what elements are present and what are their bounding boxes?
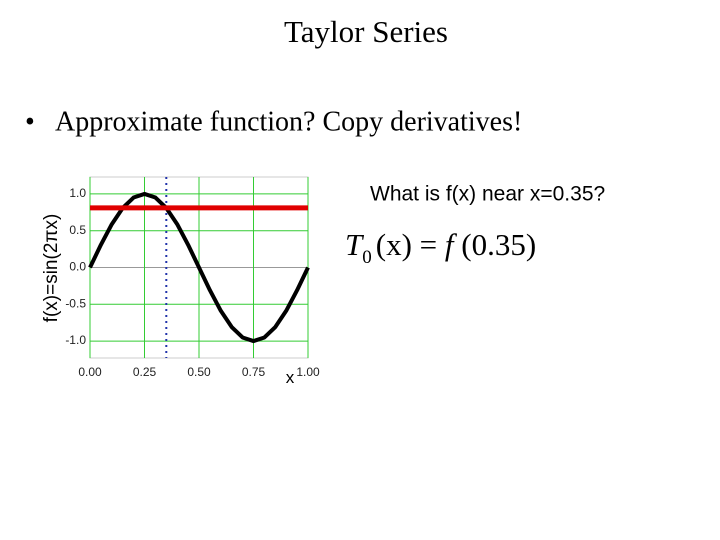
x-axis-label: x (286, 368, 295, 387)
formula-t: T (345, 227, 365, 262)
formula-rhs: (0.35) (454, 227, 537, 262)
line (88, 191, 310, 344)
y-axis-label: f(x)=sin(2πx) (41, 214, 62, 323)
x-tick-label: 1.00 (296, 365, 320, 379)
chart: -1.0 -0.5 0.0 0.5 1.0 0.00 0.25 0.50 0.75 1.00x f(… (41, 176, 320, 387)
question: What is f(x) near x=0.35? (370, 183, 605, 206)
bullet-text: Approximate function? Copy derivatives! (55, 106, 522, 137)
formula-lhs: (x) = (376, 227, 445, 262)
formula: T0 (x) = f (0.35) (345, 227, 536, 268)
x-tick-label: 0.00 (78, 365, 102, 379)
y-tick-label: 0.0 (69, 260, 86, 274)
formula-sub: 0 (362, 247, 372, 268)
y-tick-label: 1.0 (69, 186, 86, 200)
y-tick-label: -0.5 (65, 296, 86, 310)
slide-title: Taylor Series (284, 14, 448, 49)
x-tick-label: 0.75 (242, 365, 266, 379)
bullet-mark: • (25, 106, 35, 137)
y-tick-label: -1.0 (65, 333, 86, 347)
x-tick-label: 0.50 (187, 365, 211, 379)
y-tick-label: 0.5 (69, 223, 86, 237)
x-tick-label: 0.25 (133, 365, 157, 379)
